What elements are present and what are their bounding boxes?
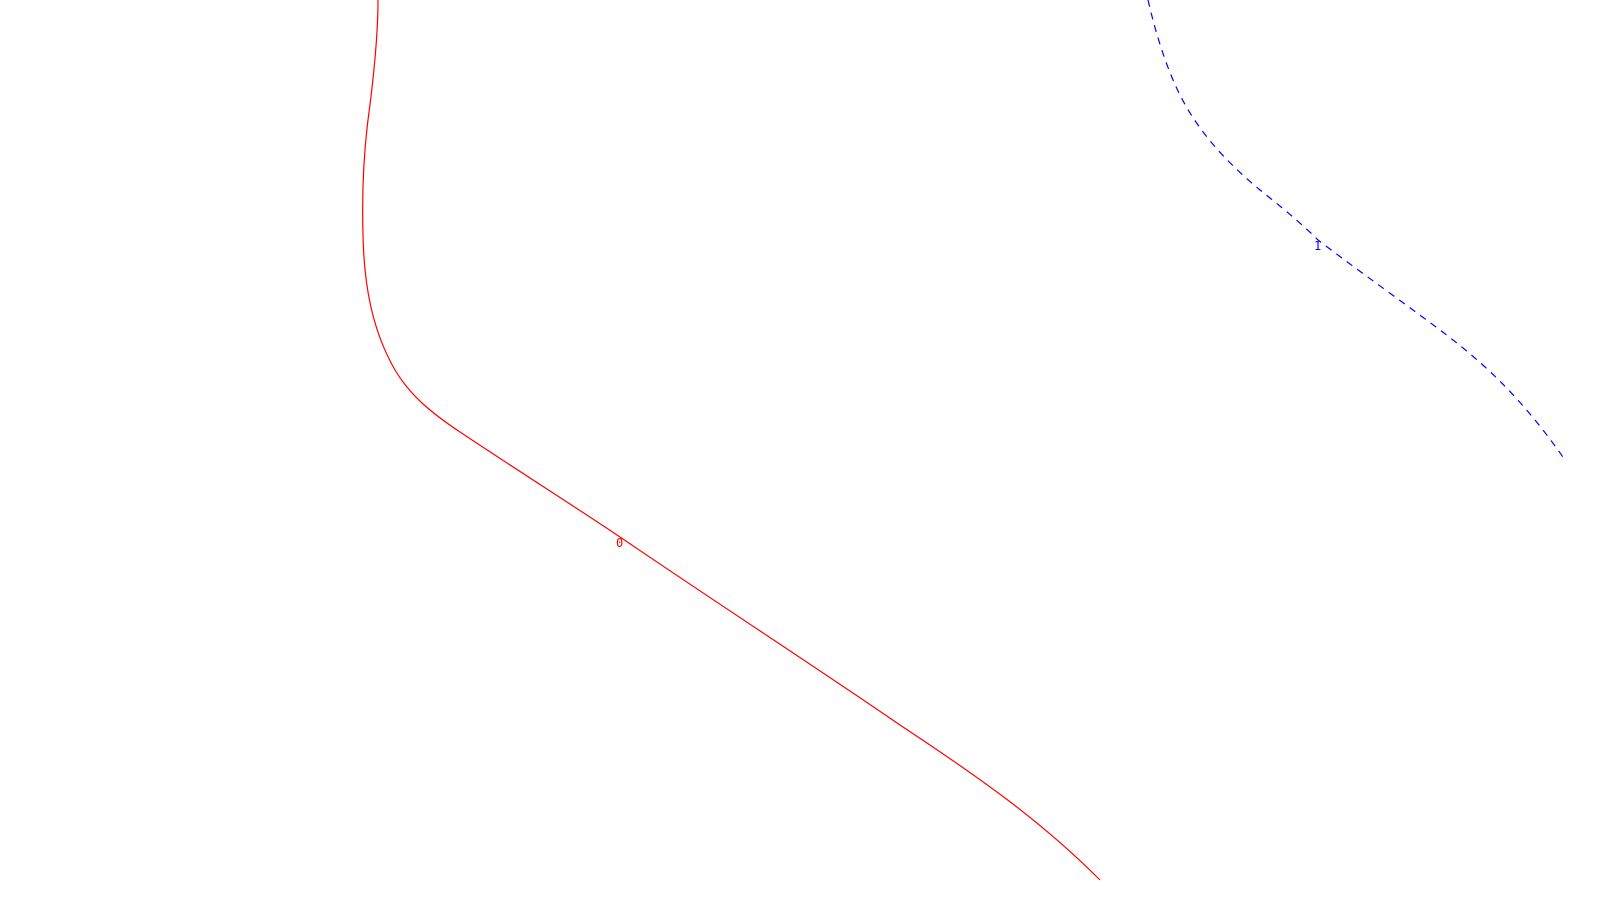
curve-0-line [362, 0, 1101, 881]
curve-1-line [1147, 0, 1566, 461]
curve-0-label: 0 [616, 536, 623, 550]
curve-1-label: 1 [1314, 239, 1321, 253]
